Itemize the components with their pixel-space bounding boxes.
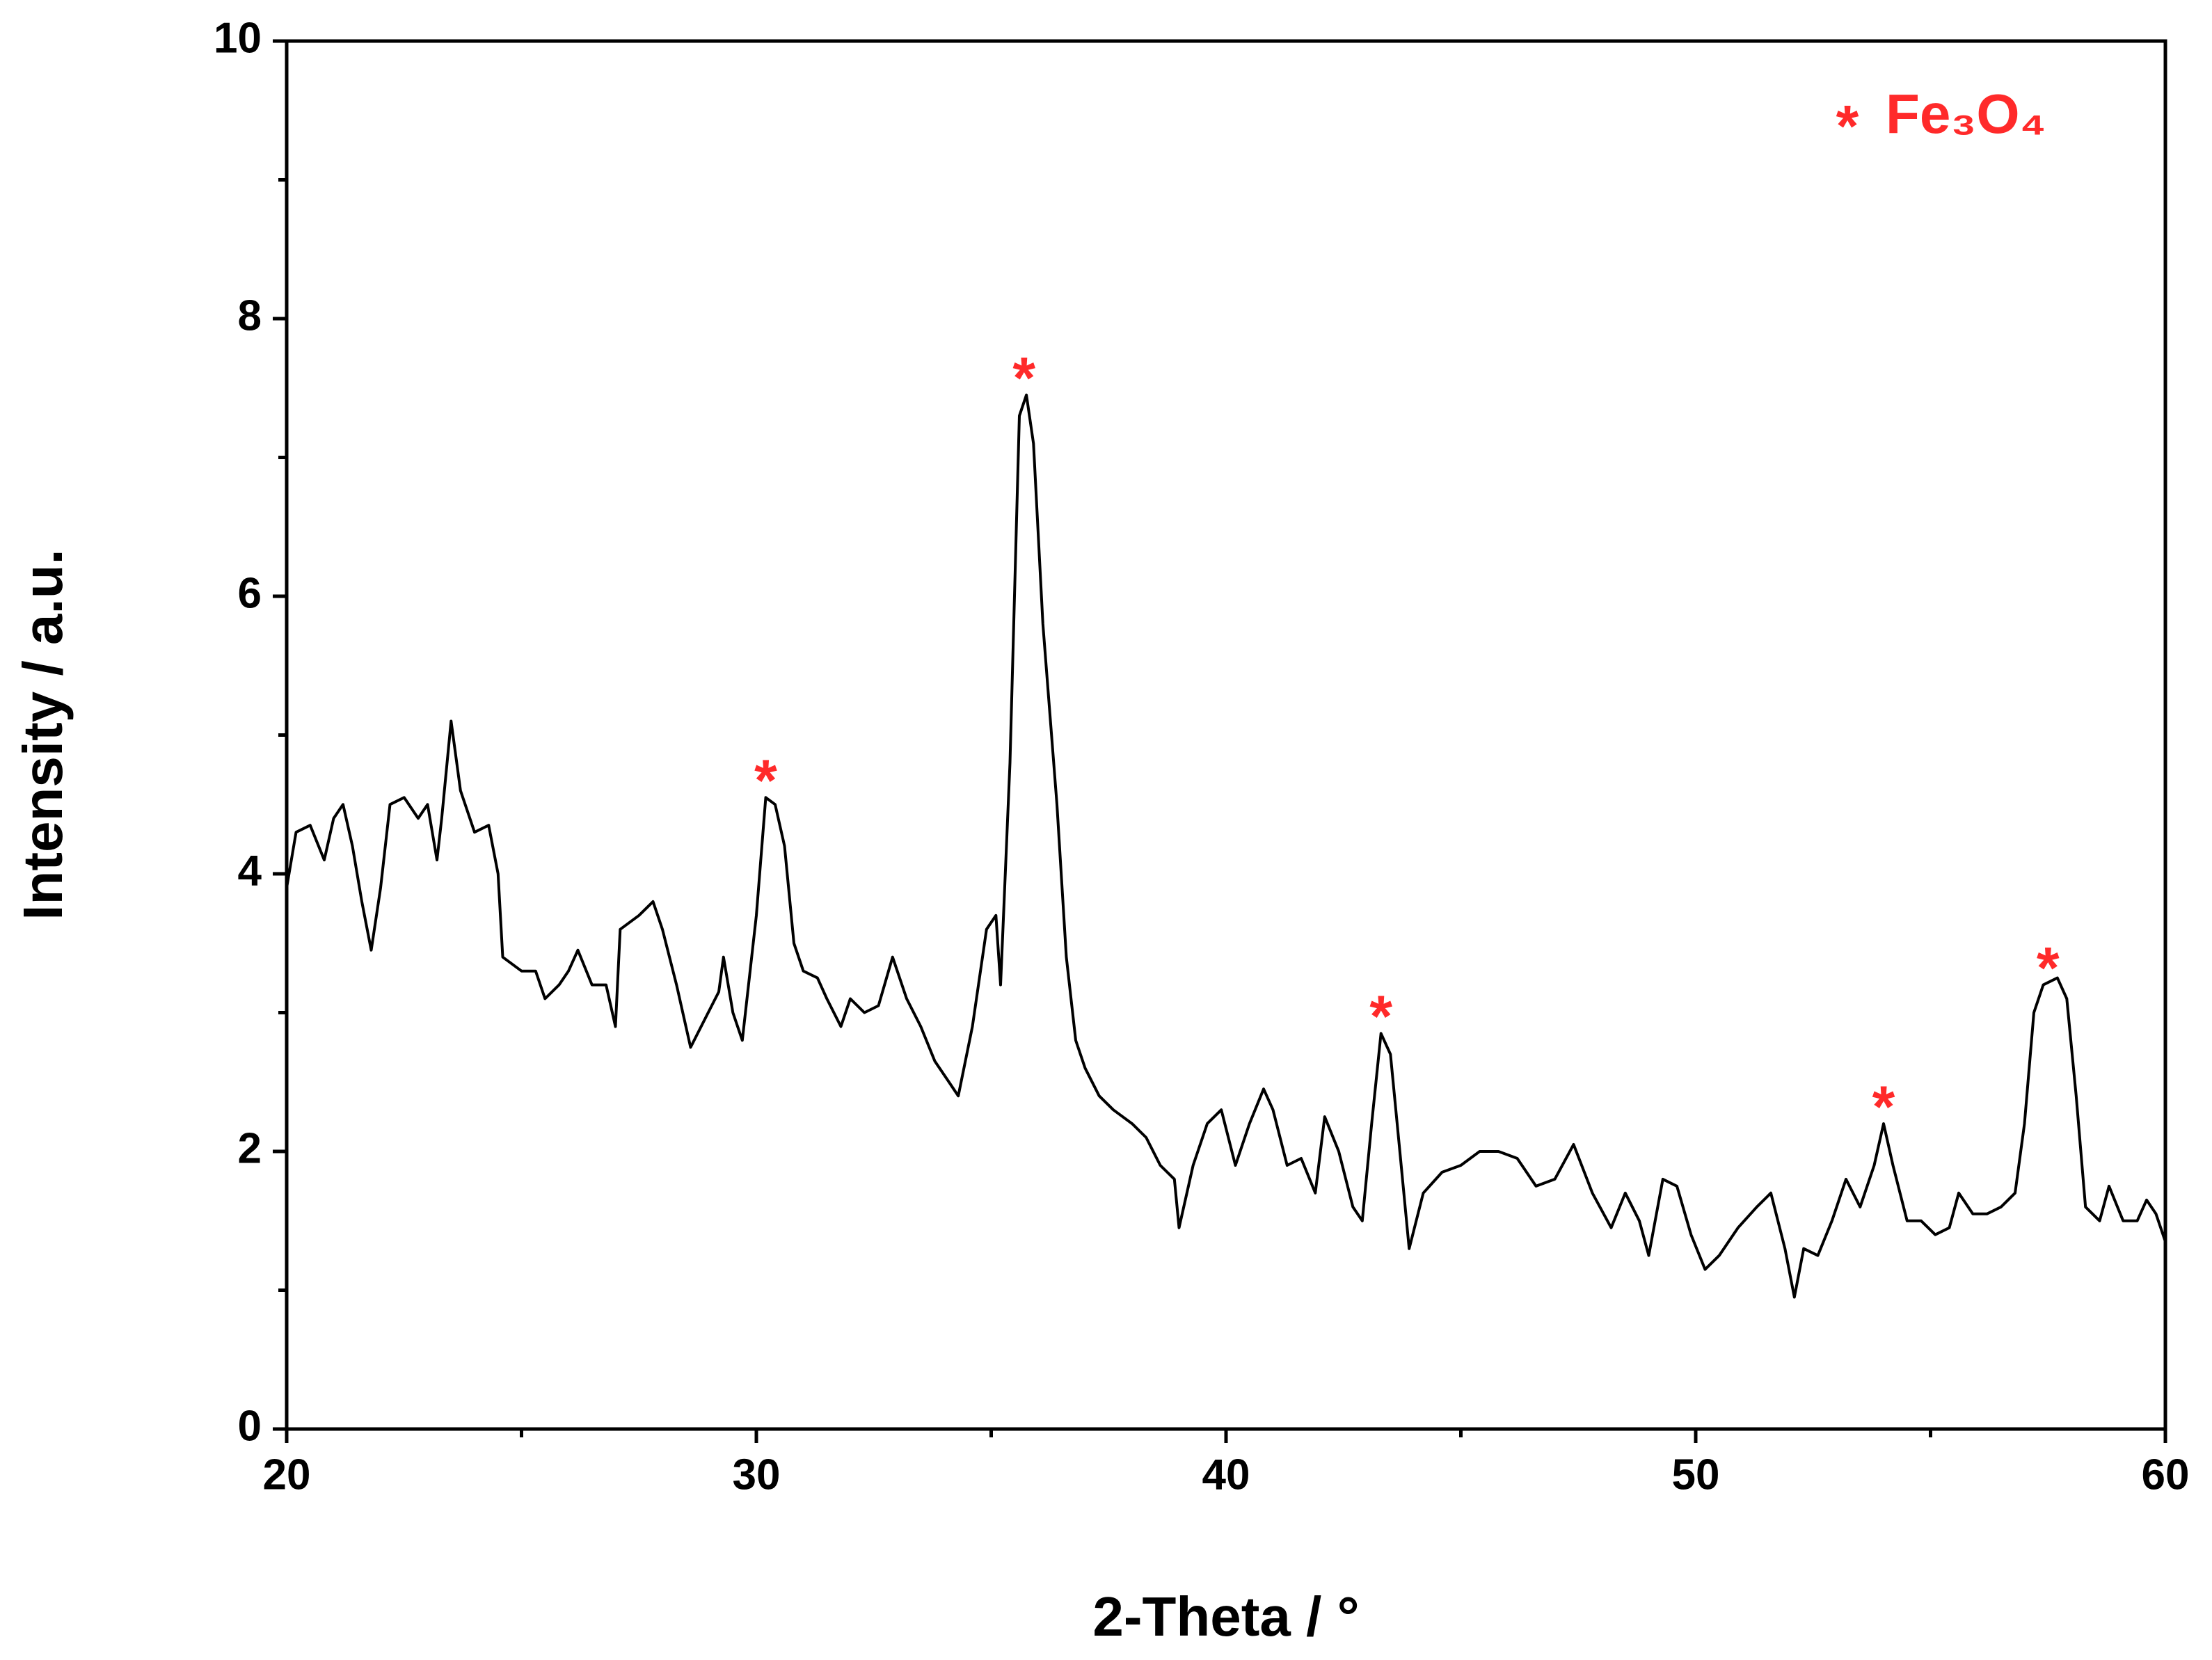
legend-label: Fe₃O₄: [1886, 83, 2046, 145]
x-tick-label: 40: [1202, 1451, 1250, 1499]
y-tick-label: 6: [238, 569, 262, 617]
y-tick-label: 0: [238, 1402, 262, 1450]
x-tick-label: 20: [263, 1451, 311, 1499]
peak-marker: *: [2037, 935, 2060, 1000]
y-tick-label: 8: [238, 292, 262, 340]
x-tick-label: 50: [1672, 1451, 1720, 1499]
y-tick-label: 2: [238, 1124, 262, 1172]
peak-marker: *: [1369, 984, 1392, 1049]
x-axis-label: 2-Theta / °: [1092, 1586, 1359, 1647]
peak-marker: *: [754, 748, 777, 813]
x-tick-label: 30: [733, 1451, 781, 1499]
peak-marker: *: [1872, 1074, 1895, 1139]
y-axis-label: Intensity / a.u.: [12, 549, 74, 920]
legend-marker: *: [1836, 93, 1859, 159]
plot-frame: [285, 39, 2167, 1431]
x-tick-label: 60: [2142, 1451, 2190, 1499]
peak-marker: *: [1012, 345, 1035, 410]
y-tick-label: 4: [238, 847, 262, 895]
y-tick-label: 10: [214, 14, 262, 62]
data-line: [285, 393, 2167, 1299]
